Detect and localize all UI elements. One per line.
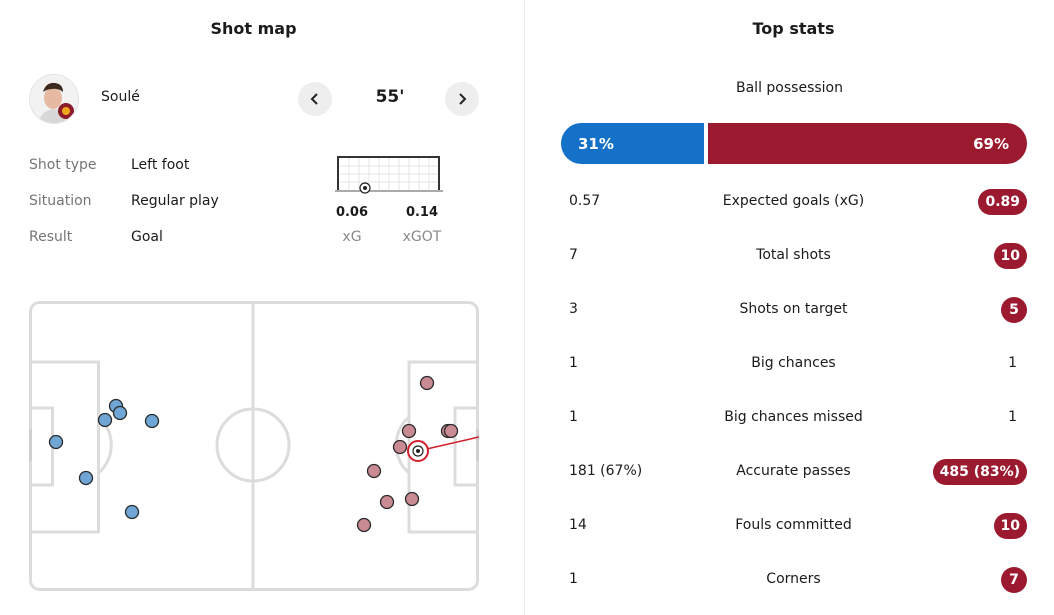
stat-home-value: 0.57 [569, 193, 601, 209]
stat-away-value: 1 [1008, 409, 1017, 425]
stat-row-shots-on-target: 3 Shots on target 5 [525, 295, 1054, 325]
stat-home-value: 181 (67%) [569, 463, 643, 479]
stat-home-value: 7 [569, 247, 578, 263]
stat-label: Fouls committed [735, 517, 852, 533]
xg-value: 0.06 [335, 205, 369, 220]
away-shot [356, 517, 372, 533]
stat-away-badge: 10 [993, 243, 1027, 269]
stat-home-value: 1 [569, 409, 578, 425]
pitch [29, 301, 479, 591]
stat-label: Expected goals (xG) [722, 193, 865, 209]
possession-home-bar: 31% [561, 123, 704, 164]
stat-label: Big chances missed [724, 409, 863, 425]
stat-away-value: 1 [1008, 355, 1017, 371]
home-shot [144, 413, 160, 429]
away-shot [379, 494, 395, 510]
possession-home-value: 31% [578, 134, 614, 153]
shot-type-label: Shot type [29, 157, 97, 173]
stat-label: Corners [766, 571, 821, 587]
situation-value: Regular play [131, 193, 219, 209]
stat-label: Total shots [756, 247, 831, 263]
situation-label: Situation [29, 193, 92, 209]
next-shot-button[interactable] [445, 82, 479, 116]
away-shot [419, 375, 435, 391]
player-photo-icon [30, 75, 78, 123]
stat-home-value: 1 [569, 571, 578, 587]
top-stats-title: Top stats [752, 19, 835, 38]
stat-label: Accurate passes [736, 463, 851, 479]
stat-home-value: 1 [569, 355, 578, 371]
panel-divider [524, 0, 525, 615]
player-name[interactable]: Soulé [101, 89, 140, 105]
stat-home-value: 14 [569, 517, 587, 533]
stat-row-big-chances: 1 Big chances 1 [525, 349, 1054, 379]
possession-away-value: 69% [973, 134, 1009, 153]
away-shot [404, 491, 420, 507]
home-shot [97, 412, 113, 428]
stat-row-fouls: 14 Fouls committed 10 [525, 511, 1054, 541]
home-shot [78, 470, 94, 486]
chevron-left-icon [310, 93, 318, 105]
stat-row-corners: 1 Corners 7 [525, 565, 1054, 595]
stat-home-value: 3 [569, 301, 578, 317]
goal-frame-icon [335, 156, 443, 194]
shot-minute: 55' [375, 87, 405, 107]
stat-label: Big chances [751, 355, 836, 371]
xgot-label: xGOT [402, 229, 442, 245]
stat-label: Shots on target [739, 301, 848, 317]
away-shot [392, 439, 408, 455]
result-label: Result [29, 229, 73, 245]
shot-type-value: Left foot [131, 157, 190, 173]
stat-away-badge: 0.89 [978, 189, 1027, 215]
stat-row-accurate-passes: 181 (67%) Accurate passes 485 (83%) [525, 457, 1054, 487]
away-shot [443, 423, 459, 439]
possession-away-bar: 69% [708, 123, 1027, 164]
chevron-right-icon [459, 93, 467, 105]
away-shot [401, 423, 417, 439]
prev-shot-button[interactable] [298, 82, 332, 116]
home-shot [124, 504, 140, 520]
stat-row-total-shots: 7 Total shots 10 [525, 241, 1054, 271]
away-shot [366, 463, 382, 479]
stat-row-xg: 0.57 Expected goals (xG) 0.89 [525, 187, 1054, 217]
xg-label: xG [342, 229, 362, 245]
home-shot [112, 405, 128, 421]
avatar[interactable] [29, 74, 79, 124]
result-value: Goal [131, 229, 163, 245]
home-shot [48, 434, 64, 450]
stat-row-big-chances-missed: 1 Big chances missed 1 [525, 403, 1054, 433]
ball-icon [359, 182, 371, 194]
stat-away-badge: 7 [1001, 567, 1027, 593]
stat-away-badge: 5 [1001, 297, 1027, 323]
selected-shot[interactable] [407, 440, 429, 462]
stat-away-badge: 485 (83%) [932, 459, 1027, 485]
possession-label: Ball possession [736, 80, 843, 96]
stat-away-badge: 10 [993, 513, 1027, 539]
shot-map-title: Shot map [210, 19, 297, 38]
xgot-value: 0.14 [405, 205, 439, 220]
